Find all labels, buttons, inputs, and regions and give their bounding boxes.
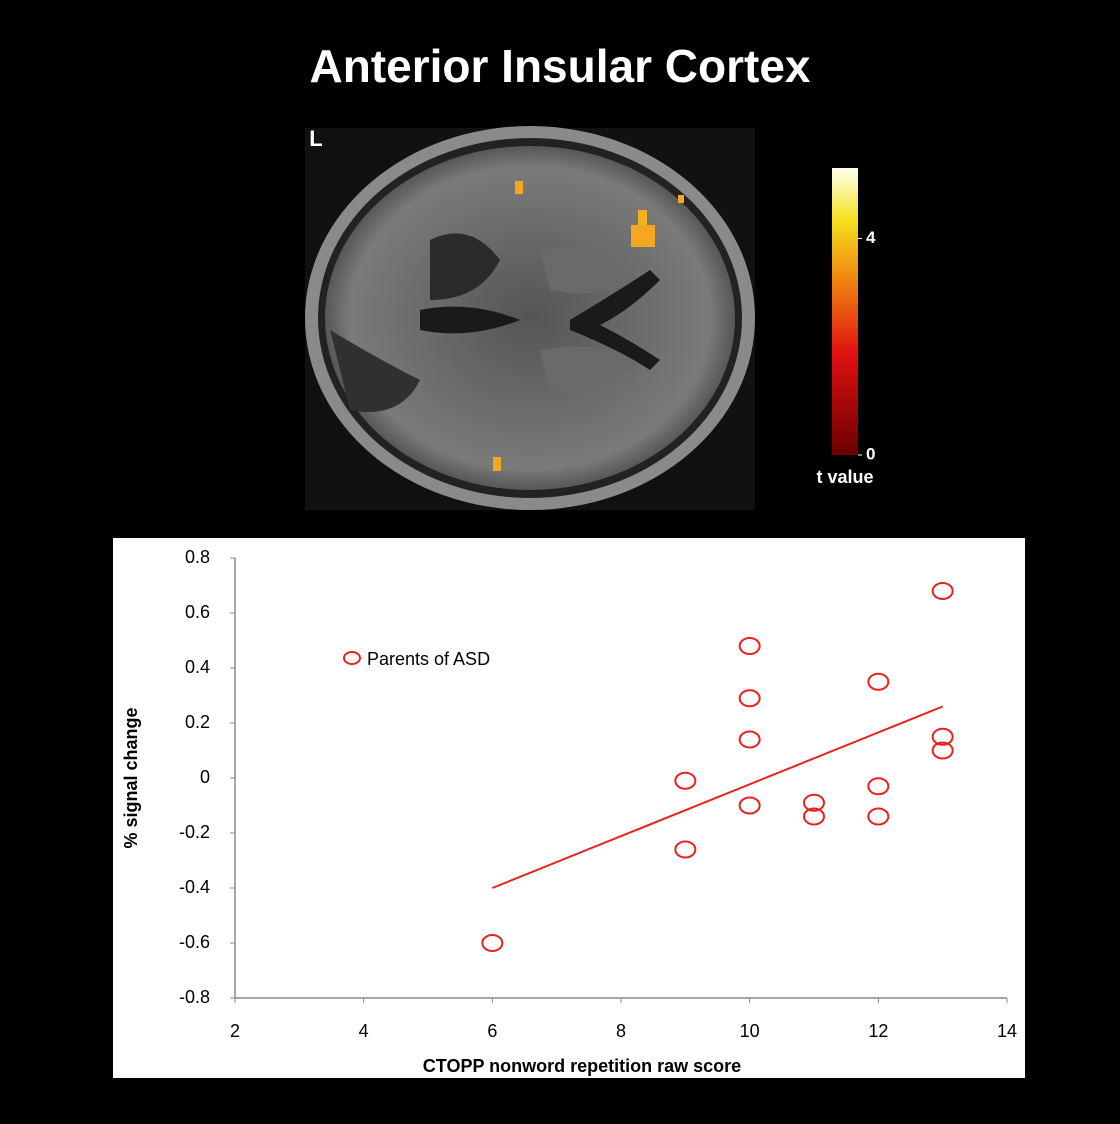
x-tick-label: 6	[487, 1021, 497, 1041]
y-tick-label: 0.4	[185, 657, 210, 677]
colorbar-gradient	[832, 168, 858, 455]
colorbar-tick-label: 0	[866, 444, 875, 463]
chart-panel	[113, 538, 1025, 1078]
x-tick-label: 12	[868, 1021, 888, 1041]
x-tick-label: 2	[230, 1021, 240, 1041]
y-tick-label: -0.2	[179, 822, 210, 842]
colorbar	[832, 168, 858, 455]
brain-slice	[305, 126, 755, 510]
y-tick-label: -0.4	[179, 877, 210, 897]
y-axis-label: % signal change	[121, 707, 141, 848]
x-tick-label: 14	[997, 1021, 1017, 1041]
y-tick-label: 0.2	[185, 712, 210, 732]
colorbar-label: t value	[816, 467, 873, 487]
y-tick-label: -0.8	[179, 987, 210, 1007]
y-tick-label: 0.6	[185, 602, 210, 622]
title: Anterior Insular Cortex	[310, 40, 811, 92]
y-tick-label: 0.8	[185, 547, 210, 567]
side-label: L	[309, 126, 322, 151]
colorbar-tick-label: 4	[866, 228, 876, 247]
x-tick-label: 8	[616, 1021, 626, 1041]
x-tick-label: 4	[359, 1021, 369, 1041]
y-tick-label: -0.6	[179, 932, 210, 952]
figure: Anterior Insular Cortex L t value CTOPP …	[0, 0, 1120, 1124]
y-tick-label: 0	[200, 767, 210, 787]
x-tick-label: 10	[740, 1021, 760, 1041]
x-axis-label: CTOPP nonword repetition raw score	[423, 1056, 741, 1076]
legend-label: Parents of ASD	[367, 649, 490, 669]
